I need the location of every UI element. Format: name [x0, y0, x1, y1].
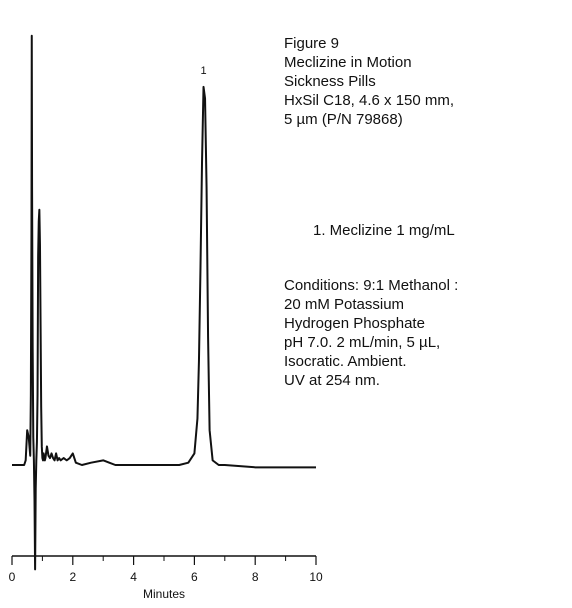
column-spec-line-2: 5 µm (P/N 79868): [284, 111, 403, 128]
peak-legend: 1. Meclizine 1 mg/mL: [313, 221, 455, 240]
x-tick-label: 2: [69, 570, 76, 584]
conditions-line: 20 mM Potassium: [284, 296, 405, 313]
conditions-line: Isocratic. Ambient.: [284, 353, 407, 370]
figure-title-line-1: Meclizine in Motion: [284, 54, 412, 71]
x-tick-label: 4: [130, 570, 137, 584]
x-tick-label: 10: [309, 570, 323, 584]
peak-label-group: 1: [200, 65, 206, 77]
conditions-line: UV at 254 nm.: [284, 372, 380, 389]
conditions-line: Conditions: 9:1 Methanol :: [284, 277, 459, 294]
peak-label: 1: [200, 65, 206, 77]
chromatogram-trace-group: [12, 34, 316, 571]
figure-number: Figure 9: [284, 35, 340, 52]
x-axis-title: Minutes: [143, 587, 185, 601]
figure-title-line-2: Sickness Pills: [284, 73, 376, 90]
x-tick-label: 8: [252, 570, 259, 584]
figure-caption: Figure 9 Meclizine in Motion Sickness Pi…: [284, 34, 454, 129]
conditions-line: Hydrogen Phosphate: [284, 315, 425, 332]
column-spec-line-1: HxSil C18, 4.6 x 150 mm,: [284, 92, 455, 109]
x-tick-label: 6: [191, 570, 198, 584]
conditions-block: Conditions: 9:1 Methanol : 20 mM Potassi…: [284, 276, 458, 390]
x-axis: 0 2 4 6 8 10: [9, 555, 323, 584]
chromatogram-line: [12, 34, 316, 571]
peak-legend-entry: 1. Meclizine 1 mg/mL: [313, 222, 455, 239]
x-tick-label: 0: [9, 570, 16, 584]
conditions-line: pH 7.0. 2 mL/min, 5 µL,: [284, 334, 441, 351]
